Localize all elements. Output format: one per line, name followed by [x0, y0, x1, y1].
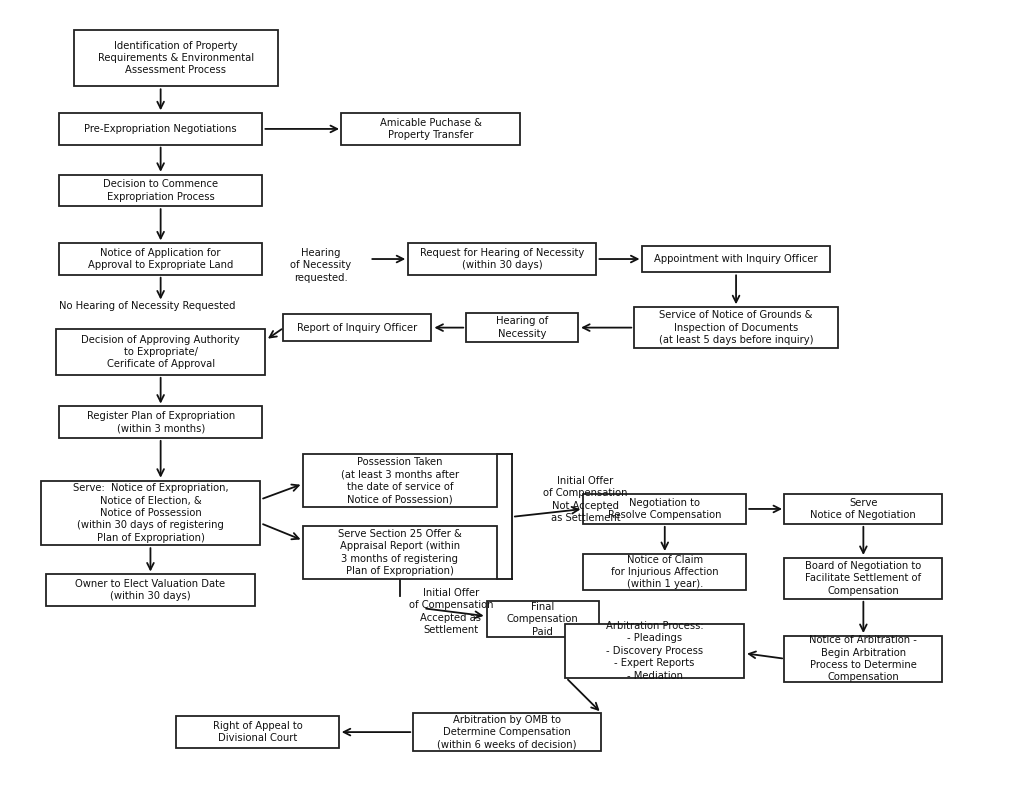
FancyBboxPatch shape	[784, 494, 942, 524]
Text: Arbitration Process:
- Pleadings
- Discovery Process
- Expert Reports
- Mediatio: Arbitration Process: - Pleadings - Disco…	[606, 621, 703, 680]
FancyBboxPatch shape	[486, 601, 599, 638]
Text: Possession Taken
(at least 3 months after
the date of service of
Notice of Posse: Possession Taken (at least 3 months afte…	[341, 457, 459, 504]
Text: Negotiation to
Resolve Compensation: Negotiation to Resolve Compensation	[608, 498, 722, 520]
FancyBboxPatch shape	[466, 314, 579, 341]
FancyBboxPatch shape	[642, 245, 830, 272]
FancyBboxPatch shape	[176, 716, 339, 748]
FancyBboxPatch shape	[784, 636, 942, 681]
Text: Identification of Property
Requirements & Environmental
Assessment Process: Identification of Property Requirements …	[98, 40, 254, 75]
Text: Notice of Application for
Approval to Expropriate Land: Notice of Application for Approval to Ex…	[88, 248, 233, 270]
FancyBboxPatch shape	[413, 713, 601, 751]
FancyBboxPatch shape	[56, 330, 265, 375]
FancyBboxPatch shape	[284, 314, 431, 341]
Text: Arbitration by OMB to
Determine Compensation
(within 6 weeks of decision): Arbitration by OMB to Determine Compensa…	[437, 715, 577, 750]
Text: Serve Section 25 Offer &
Appraisal Report (within
3 months of registering
Plan o: Serve Section 25 Offer & Appraisal Repor…	[338, 529, 462, 576]
Text: Hearing of
Necessity: Hearing of Necessity	[496, 317, 548, 339]
FancyBboxPatch shape	[408, 243, 596, 275]
Text: Request for Hearing of Necessity
(within 30 days): Request for Hearing of Necessity (within…	[420, 248, 584, 270]
Text: Final
Compensation
Paid: Final Compensation Paid	[507, 602, 579, 637]
FancyBboxPatch shape	[784, 558, 942, 599]
Text: Appointment with Inquiry Officer: Appointment with Inquiry Officer	[654, 254, 818, 264]
Text: Serve
Notice of Negotiation: Serve Notice of Negotiation	[810, 498, 916, 520]
FancyBboxPatch shape	[303, 453, 497, 507]
FancyBboxPatch shape	[41, 480, 260, 545]
Text: Decision of Approving Authority
to Expropriate/
Cerificate of Approval: Decision of Approving Authority to Expro…	[81, 334, 240, 369]
Text: Hearing
of Necessity
requested.: Hearing of Necessity requested.	[290, 248, 351, 283]
Text: Serve:  Notice of Expropriation,
Notice of Election, &
Notice of Possession
(wit: Serve: Notice of Expropriation, Notice o…	[73, 483, 228, 543]
FancyBboxPatch shape	[58, 114, 262, 145]
FancyBboxPatch shape	[341, 114, 519, 145]
Text: Service of Notice of Grounds &
Inspection of Documents
(at least 5 days before i: Service of Notice of Grounds & Inspectio…	[658, 310, 813, 345]
Text: Register Plan of Expropriation
(within 3 months): Register Plan of Expropriation (within 3…	[86, 411, 234, 434]
FancyBboxPatch shape	[584, 494, 746, 524]
FancyBboxPatch shape	[634, 307, 838, 348]
Text: Notice of Arbitration -
Begin Arbitration
Process to Determine
Compensation: Notice of Arbitration - Begin Arbitratio…	[809, 635, 918, 682]
Text: Initial Offer
of Compensation
Accepted as
Settlement: Initial Offer of Compensation Accepted a…	[409, 588, 494, 635]
Text: Notice of Claim
for Injurious Affection
(within 1 year).: Notice of Claim for Injurious Affection …	[611, 555, 719, 589]
FancyBboxPatch shape	[74, 29, 278, 87]
Text: Report of Inquiry Officer: Report of Inquiry Officer	[297, 322, 418, 333]
FancyBboxPatch shape	[565, 624, 743, 678]
FancyBboxPatch shape	[58, 175, 262, 206]
Text: Owner to Elect Valuation Date
(within 30 days): Owner to Elect Valuation Date (within 30…	[76, 579, 225, 601]
FancyBboxPatch shape	[58, 243, 262, 275]
Text: Decision to Commence
Expropriation Process: Decision to Commence Expropriation Proce…	[103, 179, 218, 202]
Text: Amicable Puchase &
Property Transfer: Amicable Puchase & Property Transfer	[380, 118, 481, 140]
FancyBboxPatch shape	[58, 407, 262, 438]
Text: Pre-Expropriation Negotiations: Pre-Expropriation Negotiations	[84, 124, 237, 134]
FancyBboxPatch shape	[584, 554, 746, 590]
Text: Right of Appeal to
Divisional Court: Right of Appeal to Divisional Court	[213, 721, 302, 743]
FancyBboxPatch shape	[303, 526, 497, 579]
Text: Board of Negotiation to
Facilitate Settlement of
Compensation: Board of Negotiation to Facilitate Settl…	[805, 561, 922, 596]
Text: No Hearing of Necessity Requested: No Hearing of Necessity Requested	[58, 301, 236, 310]
Text: Initial Offer
of Compensation
Not Accepted
as Settlement: Initial Offer of Compensation Not Accept…	[543, 476, 628, 523]
FancyBboxPatch shape	[46, 574, 255, 606]
